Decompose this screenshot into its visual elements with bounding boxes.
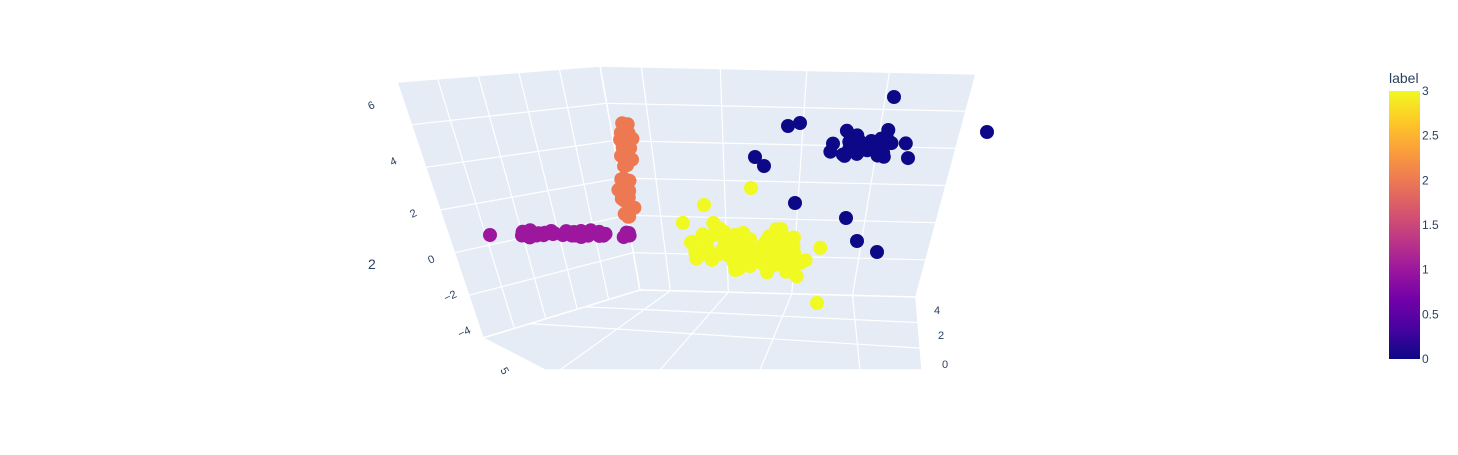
scatter-point-label-2 (620, 136, 635, 151)
scatter-point-label-1 (592, 228, 607, 243)
floor-gridline-x (851, 295, 861, 371)
scatter-points (483, 90, 994, 310)
scatter-point-label-3 (762, 250, 777, 265)
scatter-point-label-3 (739, 232, 754, 247)
scatter-point-label-0 (898, 136, 913, 151)
left-wall-gridline-z (468, 252, 634, 296)
floor-gridline-y (530, 323, 921, 349)
scatter-point-label-0 (870, 245, 884, 259)
colorbar: label 3 2.5 2 1.5 1 0.5 0 (1389, 70, 1439, 366)
scatter-point-label-3 (697, 198, 711, 212)
scatter-point-label-3 (702, 230, 717, 245)
scatter-point-label-3 (813, 240, 828, 255)
back-wall-gridline-z (606, 102, 967, 112)
floor-gridline-x (659, 291, 729, 371)
scatter-point-label-3 (810, 296, 824, 310)
scatter-point-label-1 (523, 227, 538, 242)
scatter-point-label-3 (787, 265, 801, 280)
left-wall-gridline-z (425, 140, 614, 168)
colorbar-tick-label: 2 (1422, 173, 1429, 187)
colorbar-tick-label: 0.5 (1422, 307, 1439, 321)
floor-gridline-x (759, 293, 793, 371)
scatter-point-label-3 (759, 236, 774, 251)
floor-gridline-y (585, 306, 919, 324)
axis-tick-labels: 6 4 2 0 −2 −4 4 2 0 5 2 (366, 99, 948, 377)
scatter-point-label-3 (744, 181, 758, 195)
left-wall-gridline-y (558, 69, 610, 300)
scatter-point-label-1 (576, 225, 591, 240)
left-wall-gridline-y (437, 78, 515, 329)
scatter-point-label-0 (757, 159, 771, 173)
scatter-point-label-0 (842, 142, 857, 156)
back-wall-gridline-z (613, 140, 957, 149)
scatter-point-label-0 (850, 234, 864, 248)
z-tick-label: 0 (426, 253, 437, 266)
scatter-point-label-3 (675, 215, 690, 230)
scatter-point-label-0 (748, 150, 762, 164)
colorbar-ticks: 3 2.5 2 1.5 1 0.5 0 (1422, 84, 1439, 366)
left-wall-gridline-z (411, 102, 607, 126)
scatter-point-label-3 (683, 235, 698, 250)
scatter-point-label-3 (729, 244, 744, 259)
left-wall-gridline-z (439, 177, 621, 211)
scatter-point-label-2 (618, 153, 633, 167)
z-tick-label: −2 (442, 289, 458, 305)
colorbar-tick-label: 3 (1422, 84, 1429, 98)
colorbar-gradient (1389, 91, 1420, 359)
x-tick-label: 2 (938, 330, 944, 342)
y-tick-label: 5 (497, 366, 510, 377)
scatter-point-label-1 (547, 226, 562, 241)
scatter-point-label-0 (793, 116, 807, 130)
scatter-point-label-0 (901, 151, 915, 166)
scatter-point-label-3 (772, 257, 787, 272)
colorbar-tick-label: 1.5 (1422, 218, 1439, 232)
scatter-point-label-3 (715, 229, 730, 244)
axis-extra-label: 2 (368, 256, 376, 272)
colorbar-tick-label: 2.5 (1422, 129, 1439, 143)
scatter-point-label-3 (711, 247, 726, 262)
scatter-point-label-0 (781, 119, 795, 133)
colorbar-title: label (1389, 70, 1419, 86)
scatter-point-label-0 (853, 135, 868, 150)
back-wall-gridline-z (626, 214, 937, 224)
scatter-point-label-0 (872, 145, 887, 160)
colorbar-tick-label: 1 (1422, 263, 1429, 277)
scatter-point-label-0 (839, 211, 853, 225)
scatter-point-label-3 (774, 222, 789, 237)
scatter-point-label-0 (980, 125, 994, 139)
left-wall-gridline-y (477, 75, 547, 319)
scatter-point-label-0 (874, 131, 889, 146)
scatter-point-label-2 (627, 200, 642, 215)
scatter-point-label-3 (745, 249, 760, 264)
scatter-point-label-3 (726, 255, 741, 270)
left-wall-pane (395, 65, 641, 339)
back-wall-gridline-z (619, 177, 947, 187)
colorbar-tick-label: 0 (1422, 352, 1429, 366)
z-tick-label: −4 (456, 325, 472, 341)
scatter-point-label-0 (826, 136, 840, 151)
scatter-point-label-3 (778, 238, 793, 253)
x-tick-label: 0 (942, 359, 948, 371)
scatter-point-label-2 (614, 185, 629, 200)
back-wall-gridline-x (851, 72, 891, 296)
scatter-point-label-1 (483, 228, 497, 242)
floor-gridline-x (559, 290, 671, 371)
left-wall-gridline-y (518, 72, 578, 310)
x-tick-label: 4 (934, 305, 940, 317)
z-tick-label: 6 (366, 99, 377, 112)
back-wall-gridline-x (640, 66, 671, 291)
scatter-point-label-0 (788, 196, 802, 210)
scatter-point-label-1 (616, 230, 631, 245)
z-tick-label: 4 (388, 155, 399, 168)
scatter-point-label-0 (887, 90, 901, 104)
z-tick-label: 2 (408, 207, 419, 220)
floor-pane (481, 289, 923, 371)
